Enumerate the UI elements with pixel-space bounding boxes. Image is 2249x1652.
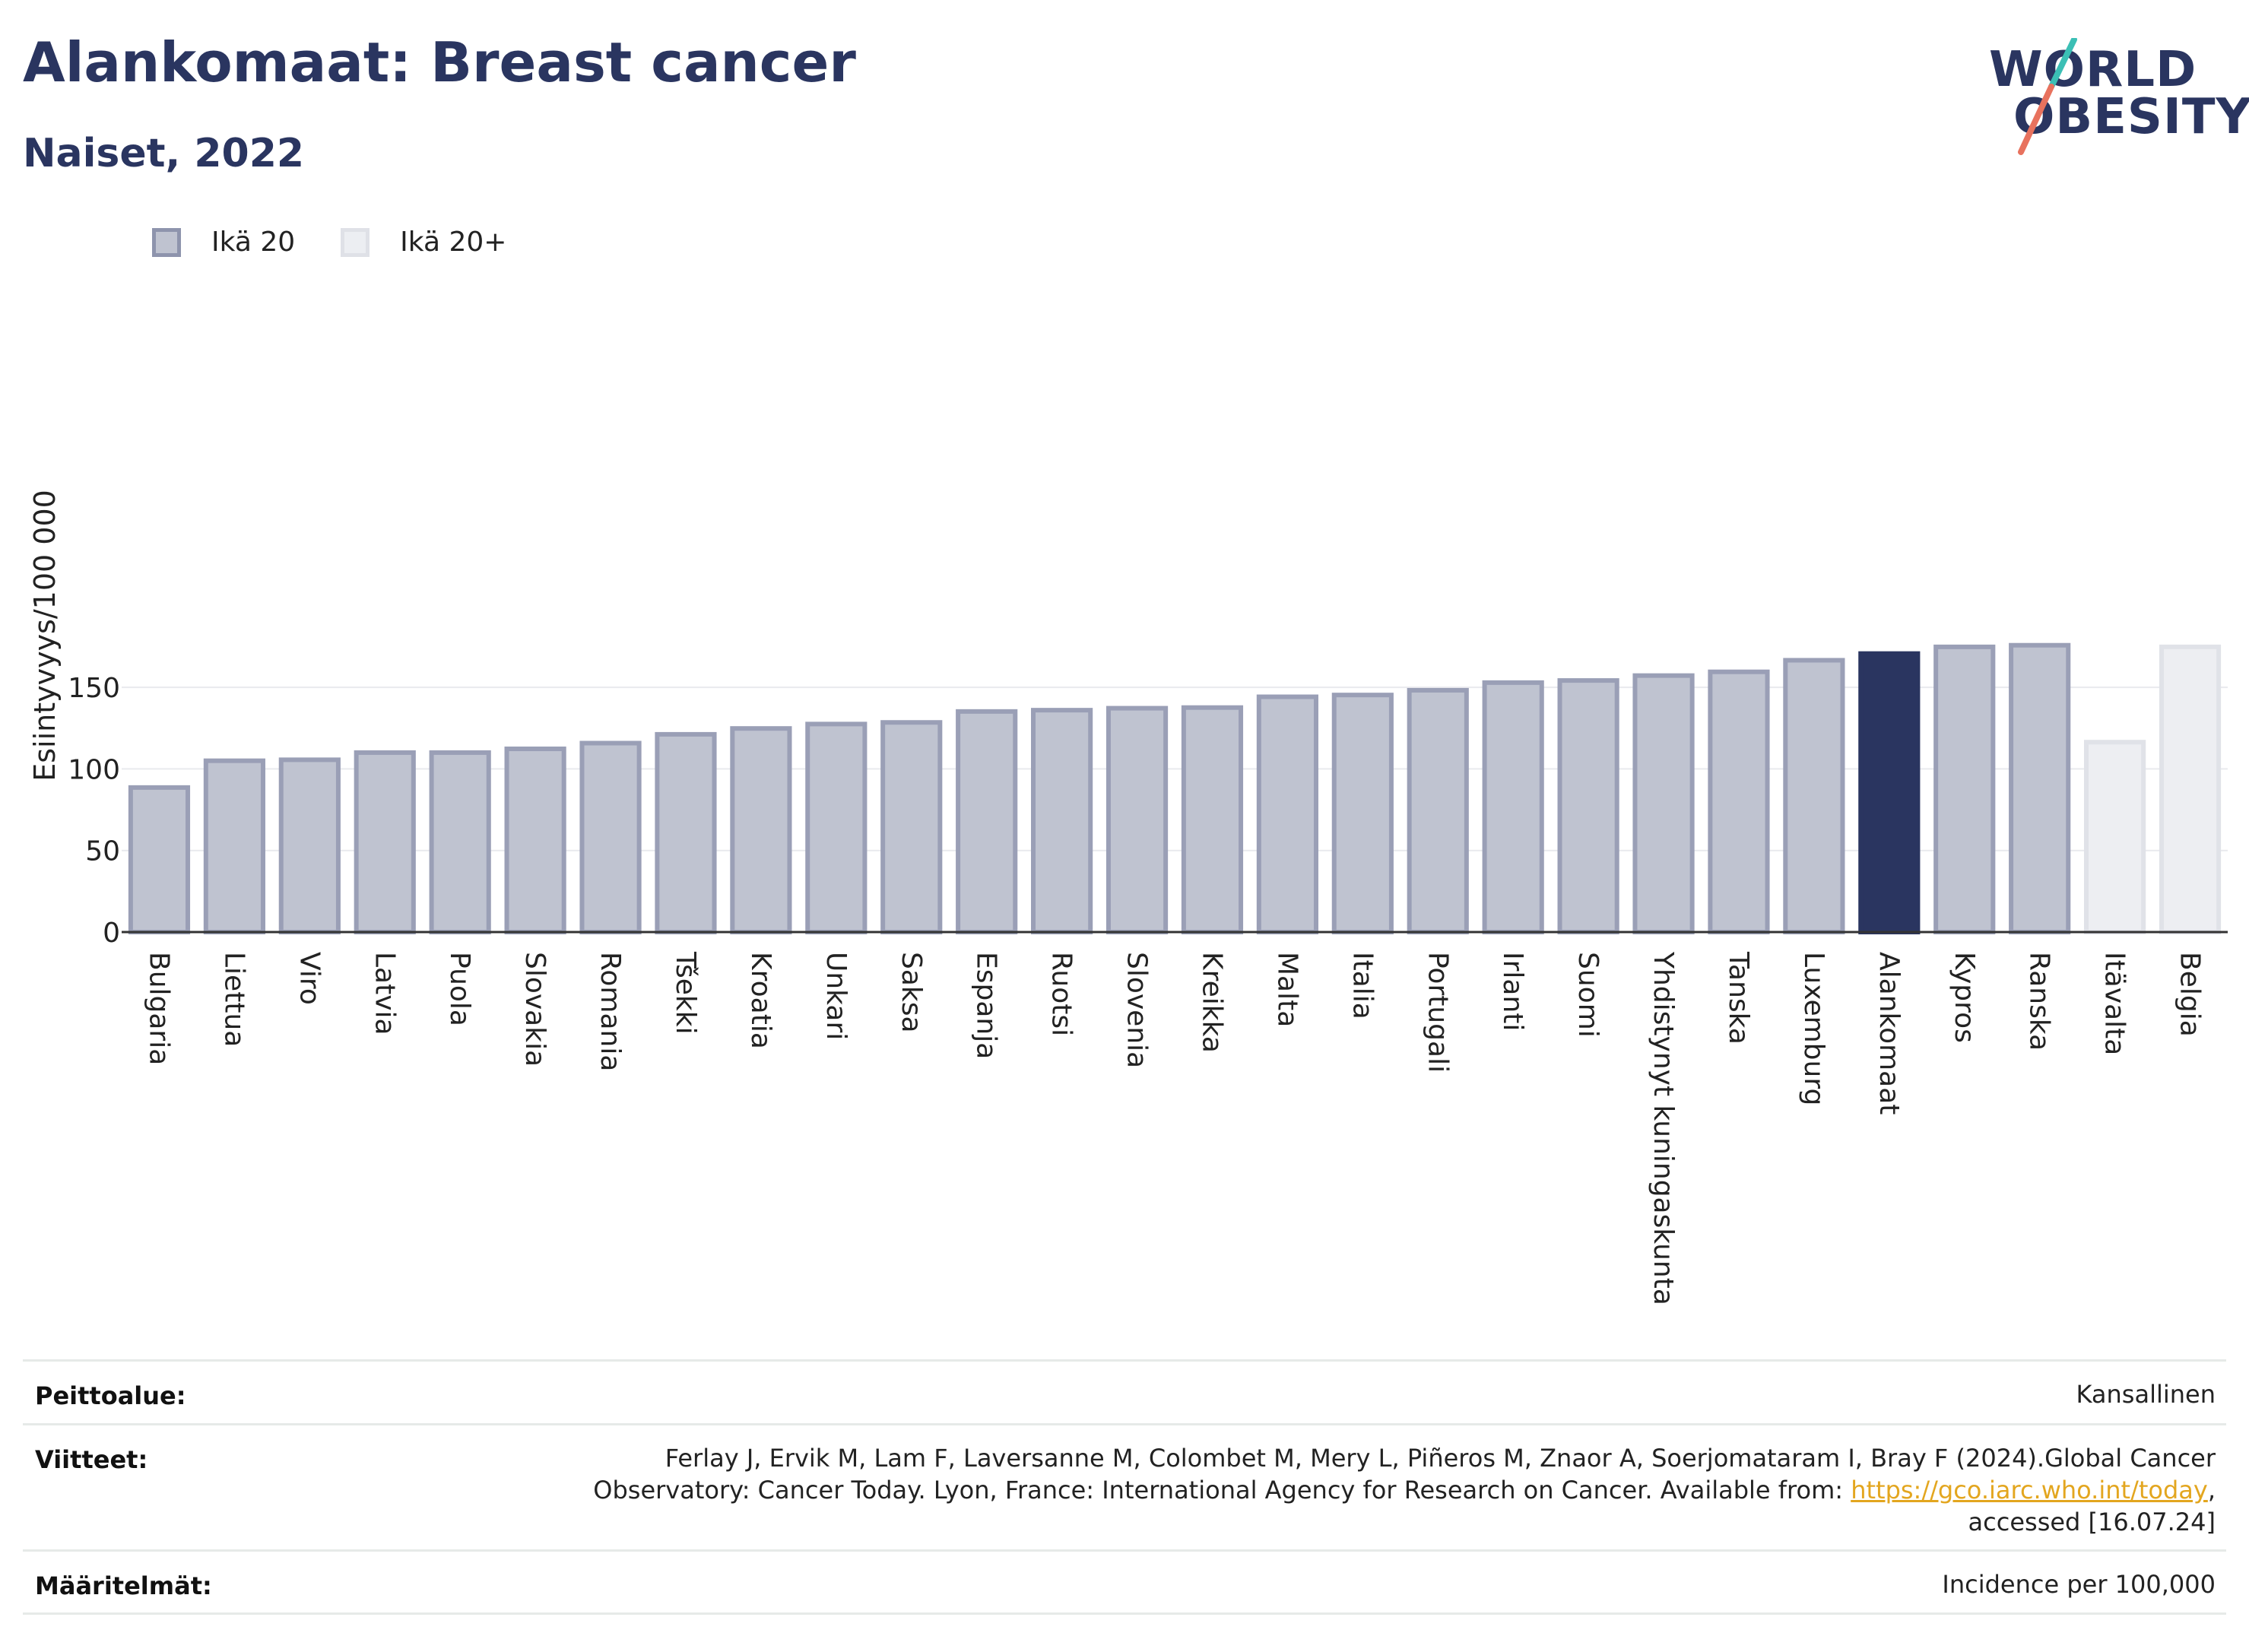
x-tick-label: Slovakia bbox=[519, 952, 550, 1067]
references-line-2-end: , bbox=[2207, 1476, 2216, 1505]
bar-luxemburg[interactable] bbox=[1783, 658, 1845, 934]
coverage-row: Peittoalue: Kansallinen bbox=[23, 1359, 2226, 1423]
references-link[interactable]: https://gco.iarc.who.int/today bbox=[1851, 1476, 2208, 1505]
bar-ruotsi[interactable] bbox=[1031, 708, 1093, 934]
bar-malta[interactable] bbox=[1256, 694, 1318, 934]
bar-puola[interactable] bbox=[429, 750, 491, 934]
bar-alankomaat[interactable] bbox=[1858, 651, 1921, 934]
page-title: Alankomaat: Breast cancer bbox=[23, 30, 856, 94]
x-tick-label: Romania bbox=[595, 952, 626, 1071]
x-tick-label: Yhdistynyt kuningaskunta bbox=[1648, 951, 1679, 1305]
x-tick-label: Malta bbox=[1271, 952, 1302, 1027]
x-tick-label: Viro bbox=[293, 952, 325, 1005]
y-axis-ticks: 0 50 100 150 bbox=[68, 673, 120, 949]
x-tick-label: Bulgaria bbox=[143, 952, 174, 1065]
bar-bulgaria[interactable] bbox=[128, 785, 191, 934]
x-tick-label: Ruotsi bbox=[1046, 952, 1077, 1036]
bar-slovakia[interactable] bbox=[504, 747, 566, 935]
bar-saksa[interactable] bbox=[880, 720, 943, 934]
logo-word-obesity: OBESITY bbox=[2013, 89, 2249, 145]
bar-suomi[interactable] bbox=[1557, 678, 1619, 934]
bar-ranska[interactable] bbox=[2009, 642, 2071, 935]
page-subtitle: Naiset, 2022 bbox=[23, 131, 305, 176]
y-tick-label: 50 bbox=[85, 836, 120, 867]
legend-swatch-age20 bbox=[152, 227, 181, 257]
x-tick-label: Tanska bbox=[1723, 951, 1754, 1045]
x-tick-label: Alankomaat bbox=[1873, 952, 1905, 1115]
y-axis-label: Esiintyvyys/100 000 bbox=[28, 490, 62, 782]
x-tick-label: Espanja bbox=[971, 952, 1002, 1059]
bar-espanja[interactable] bbox=[956, 709, 1018, 934]
y-tick-label: 150 bbox=[68, 673, 120, 704]
x-tick-label: Kreikka bbox=[1196, 952, 1227, 1053]
x-tick-label: Ranska bbox=[2024, 952, 2055, 1051]
logo-slash-icon bbox=[2018, 38, 2077, 155]
bar-kypros[interactable] bbox=[1933, 644, 1996, 934]
bar-italia[interactable] bbox=[1331, 693, 1394, 935]
logo-word-world: WORLD bbox=[1989, 42, 2197, 98]
definitions-label: Määritelmät: bbox=[35, 1571, 212, 1600]
bar-liettua[interactable] bbox=[203, 758, 265, 934]
legend-label-age20: Ikä 20 bbox=[211, 227, 296, 258]
coverage-label: Peittoalue: bbox=[35, 1381, 186, 1410]
y-tick-label: 100 bbox=[68, 754, 120, 785]
x-tick-label: Kypros bbox=[1949, 952, 1980, 1043]
bar-unkari[interactable] bbox=[805, 721, 868, 934]
chart-legend: Ikä 20 Ikä 20+ bbox=[152, 227, 552, 258]
definitions-row: Määritelmät: Incidence per 100,000 bbox=[23, 1549, 2226, 1615]
bar-romania[interactable] bbox=[579, 740, 642, 935]
x-tick-label: Liettua bbox=[218, 952, 249, 1047]
references-row: Viitteet: Ferlay J, Ervik M, Lam F, Lave… bbox=[23, 1423, 2226, 1549]
bar-chart: 0 50 100 150 Esiintyvyys/100 000 Bulgaria Li… bbox=[28, 490, 2228, 1305]
bar-itävalta[interactable] bbox=[2084, 740, 2146, 935]
x-tick-label: Belgia bbox=[2174, 952, 2206, 1037]
x-tick-label: Puola bbox=[444, 952, 475, 1026]
legend-label-age20plus: Ikä 20+ bbox=[400, 227, 507, 258]
bar-kroatia[interactable] bbox=[730, 726, 792, 934]
bar-irlanti[interactable] bbox=[1482, 680, 1544, 934]
bar-slovenia[interactable] bbox=[1105, 706, 1169, 934]
references-label: Viitteet: bbox=[35, 1445, 148, 1474]
y-tick-label: 0 bbox=[103, 918, 120, 949]
x-tick-label: Unkari bbox=[820, 952, 852, 1040]
x-tick-label: Luxemburg bbox=[1798, 952, 1829, 1105]
references-line-1: Ferlay J, Ervik M, Lam F, Laversanne M, … bbox=[665, 1444, 2216, 1473]
legend-item-age20[interactable]: Ikä 20 bbox=[152, 227, 295, 258]
bar-kreikka[interactable] bbox=[1181, 705, 1244, 934]
legend-swatch-age20plus bbox=[341, 227, 370, 257]
x-axis-ticks: Bulgaria Liettua Viro Latvia Puola Slovakia Ro… bbox=[143, 951, 2205, 1305]
bar-yhdistynyt-kuningaskunta[interactable] bbox=[1632, 673, 1695, 934]
bar-viro[interactable] bbox=[278, 757, 341, 934]
x-tick-label: Suomi bbox=[1572, 952, 1603, 1038]
x-tick-label: Irlanti bbox=[1497, 952, 1528, 1031]
bar-latvia[interactable] bbox=[354, 750, 416, 934]
definitions-value: Incidence per 100,000 bbox=[1942, 1570, 2216, 1599]
bar-belgia[interactable] bbox=[2159, 644, 2222, 934]
references-line-3: accessed [16.07.24] bbox=[1968, 1508, 2216, 1536]
bar-tšekki[interactable] bbox=[655, 731, 717, 934]
x-tick-label: Tšekki bbox=[670, 951, 701, 1035]
chart-bars bbox=[128, 642, 2222, 935]
x-tick-label: Itävalta bbox=[2099, 952, 2130, 1055]
bar-tanska[interactable] bbox=[1708, 669, 1770, 934]
references-line-2-text: Observatory: Cancer Today. Lyon, France:… bbox=[593, 1476, 1851, 1505]
x-tick-label: Slovenia bbox=[1121, 952, 1153, 1068]
x-tick-label: Saksa bbox=[896, 952, 927, 1033]
x-tick-label: Latvia bbox=[369, 952, 400, 1035]
x-tick-label: Portugali bbox=[1422, 952, 1453, 1073]
x-tick-label: Italia bbox=[1347, 952, 1378, 1019]
x-tick-label: Kroatia bbox=[745, 952, 776, 1049]
legend-item-age20plus[interactable]: Ikä 20+ bbox=[341, 227, 506, 258]
coverage-value: Kansallinen bbox=[2076, 1380, 2216, 1409]
references-value: Ferlay J, Ervik M, Lam F, Laversanne M, … bbox=[593, 1442, 2216, 1538]
world-obesity-logo: WORLD OBESITY bbox=[1984, 38, 2249, 160]
references-line-2: Observatory: Cancer Today. Lyon, France:… bbox=[593, 1474, 2216, 1506]
bar-portugali[interactable] bbox=[1407, 687, 1469, 935]
